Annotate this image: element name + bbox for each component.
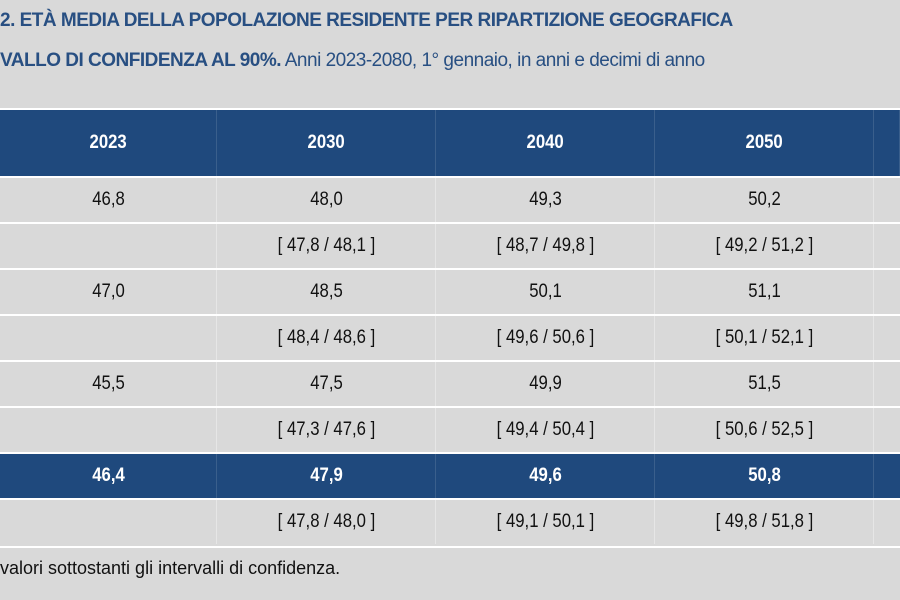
table-bottom-divider [0, 546, 900, 548]
table-cell: [ 50,1 / 52,1 ] [655, 316, 874, 360]
cell-text: 51,1 [747, 281, 781, 302]
header-row: 2023 2030 2040 2050 [0, 108, 900, 176]
table-row-confidence-interval: [ 47,8 / 48,0 ] [ 49,1 / 50,1 ] [ 49,8 / 5… [0, 498, 900, 544]
cell-text: 47,5 [309, 373, 343, 394]
cell-text: [ 48,7 / 49,8 ] [496, 235, 594, 256]
table-row-value: 46,4 47,9 49,6 50,8 [0, 452, 900, 498]
table-cell: [ 50,6 / 52,5 ] [655, 408, 874, 452]
table-cell: 51,1 [655, 270, 874, 314]
table-cell: [ 49,4 / 50,4 ] [436, 408, 655, 452]
table-cell: [ 47,8 / 48,1 ] [217, 224, 436, 268]
table-cell: 46,4 [0, 454, 217, 498]
cell-text: [ 50,6 / 52,5 ] [715, 419, 813, 440]
cell-text: 49,6 [528, 465, 562, 486]
cell-text: [ 47,8 / 48,0 ] [277, 511, 375, 532]
table-row-confidence-interval: [ 47,3 / 47,6 ] [ 49,4 / 50,4 ] [ 50,6 / 5… [0, 406, 900, 452]
cell-text: 48,5 [309, 281, 343, 302]
cell-text: 2030 [307, 132, 345, 153]
table-cell [0, 316, 217, 360]
cell-text: 2023 [89, 132, 127, 153]
cell-text: 49,9 [528, 373, 562, 394]
cell-text: [ 48,4 / 48,6 ] [277, 327, 375, 348]
footnote: valori sottostanti gli intervalli di con… [0, 558, 341, 578]
cell-text: 48,0 [309, 189, 343, 210]
table-cell: 46,8 [0, 178, 217, 222]
cell-text: [ 47,3 / 47,6 ] [277, 419, 375, 440]
cell-text: [ 50,1 / 52,1 ] [715, 327, 813, 348]
table-cell: 51,5 [655, 362, 874, 406]
table-cell: [ 48,4 / 48,6 ] [217, 316, 436, 360]
table-cell: [ 49,6 / 50,6 ] [436, 316, 655, 360]
cell-text: 50,8 [747, 465, 781, 486]
table-row-confidence-interval: [ 47,8 / 48,1 ] [ 48,7 / 49,8 ] [ 49,2 / 5… [0, 222, 900, 268]
table-title: 2. ETÀ MEDIA DELLA POPOLAZIONE RESIDENTE… [0, 10, 733, 31]
table-cell [0, 224, 217, 268]
table-row-value: 47,0 48,5 50,1 51,1 [0, 268, 900, 314]
table-cell: 49,6 [436, 454, 655, 498]
cell-text: 49,3 [528, 189, 562, 210]
table-cell: 50,1 [436, 270, 655, 314]
table-subtitle: VALLO DI CONFIDENZA AL 90%. Anni 2023-20… [0, 50, 705, 72]
table-cell: [ 49,2 / 51,2 ] [655, 224, 874, 268]
cell-text: 46,4 [91, 465, 125, 486]
table-cell: 50,2 [655, 178, 874, 222]
cell-text: [ 49,2 / 51,2 ] [715, 235, 813, 256]
table-cell: 49,9 [436, 362, 655, 406]
table-cell: [ 48,7 / 49,8 ] [436, 224, 655, 268]
table-cell: 47,9 [217, 454, 436, 498]
table-row-confidence-interval: [ 48,4 / 48,6 ] [ 49,6 / 50,6 ] [ 50,1 / 5… [0, 314, 900, 360]
table-cell: 2023 [0, 110, 217, 176]
table-cell: 2050 [655, 110, 874, 176]
cell-text: 50,2 [747, 189, 781, 210]
table-cell: 47,5 [217, 362, 436, 406]
cell-text: [ 49,4 / 50,4 ] [496, 419, 594, 440]
cell-text: 45,5 [91, 373, 125, 394]
table-cell [0, 408, 217, 452]
cell-text: 47,0 [91, 281, 125, 302]
table-cell: [ 49,8 / 51,8 ] [655, 500, 874, 544]
cell-text: 50,1 [528, 281, 562, 302]
subtitle-bold: VALLO DI CONFIDENZA AL 90%. [0, 50, 282, 71]
cell-text: 51,5 [747, 373, 781, 394]
table-row-value: 46,8 48,0 49,3 50,2 [0, 176, 900, 222]
table-cell: [ 47,8 / 48,0 ] [217, 500, 436, 544]
cell-text: 2050 [745, 132, 783, 153]
table-row-value: 45,5 47,5 49,9 51,5 [0, 360, 900, 406]
table-cell: 50,8 [655, 454, 874, 498]
cell-text: [ 49,1 / 50,1 ] [496, 511, 594, 532]
table-cell: 2040 [436, 110, 655, 176]
subtitle-rest: Anni 2023-2080, 1° gennaio, in anni e de… [281, 50, 705, 71]
table-cell: 49,3 [436, 178, 655, 222]
table-cell: 45,5 [0, 362, 217, 406]
table-cell: [ 49,1 / 50,1 ] [436, 500, 655, 544]
cell-text: 47,9 [309, 465, 343, 486]
cell-text: [ 47,8 / 48,1 ] [277, 235, 375, 256]
cell-text: 2040 [526, 132, 564, 153]
table-cell [874, 110, 900, 176]
table-cell [0, 500, 217, 544]
table-cell: [ 47,3 / 47,6 ] [217, 408, 436, 452]
table-cell: 2030 [217, 110, 436, 176]
cell-text: 46,8 [91, 189, 125, 210]
table-cell: 48,0 [217, 178, 436, 222]
cell-text: [ 49,8 / 51,8 ] [715, 511, 813, 532]
table-cell: 47,0 [0, 270, 217, 314]
table-cell: 48,5 [217, 270, 436, 314]
cell-text: [ 49,6 / 50,6 ] [496, 327, 594, 348]
